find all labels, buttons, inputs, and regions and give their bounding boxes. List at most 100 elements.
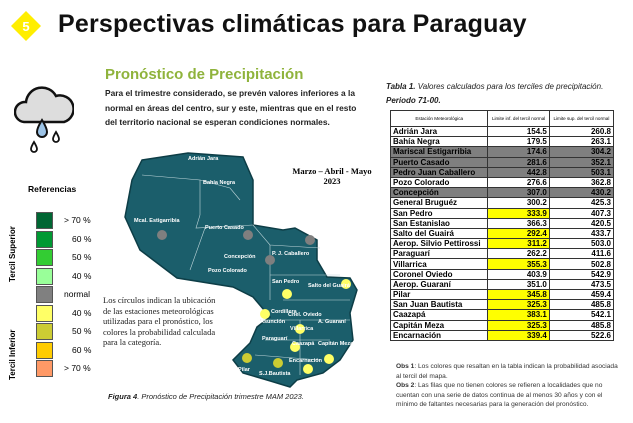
table-row: Concepción 307.0 430.2 bbox=[389, 187, 615, 199]
station-name: San Estanislao bbox=[389, 217, 489, 229]
station-name: Salto del Guairá bbox=[389, 227, 489, 240]
station-dot bbox=[324, 354, 334, 364]
lower-limit: 307.0 bbox=[487, 187, 550, 199]
observations: Obs 1: Los colores que resaltan en la ta… bbox=[396, 363, 618, 408]
map-label: Puerto Casado bbox=[205, 225, 244, 231]
map-label: Pozo Colorado bbox=[208, 268, 247, 274]
map-label: Paraguarí bbox=[262, 336, 288, 342]
station-name: Pozo Colorado bbox=[389, 176, 489, 189]
legend-swatch bbox=[36, 341, 53, 359]
map-label: S.J.Bautista bbox=[259, 371, 291, 377]
map-label: Concepción bbox=[224, 254, 256, 260]
map-label: Encarnación bbox=[289, 358, 323, 364]
upper-limit: 473.5 bbox=[548, 278, 615, 291]
station-name: San Juan Bautista bbox=[389, 299, 489, 311]
legend-label: 50 % bbox=[72, 326, 92, 336]
upper-limit: 420.5 bbox=[548, 217, 615, 229]
lower-limit: 292.4 bbox=[487, 227, 550, 240]
station-name: Puerto Casado bbox=[389, 156, 489, 168]
table-row: Adrián Jara 154.5 260.8 bbox=[389, 125, 615, 138]
legend-label: > 70 % bbox=[64, 215, 91, 225]
lower-limit: 311.2 bbox=[487, 238, 550, 250]
station-dot bbox=[290, 342, 300, 352]
tercile-table: Estación Meteorológica Limite inf. del te… bbox=[389, 110, 615, 341]
upper-limit: 425.3 bbox=[548, 197, 615, 209]
upper-limit: 542.1 bbox=[548, 309, 615, 321]
station-name: Aerop. Silvio Pettirossi bbox=[389, 238, 489, 250]
station-dot bbox=[341, 279, 351, 289]
lower-limit: 442.8 bbox=[487, 166, 550, 178]
map-note: Los círculos indican la ubicación de las… bbox=[103, 295, 216, 347]
table-row: General Bruguéz 300.2 425.3 bbox=[389, 197, 615, 209]
map-label: Capitán Meza bbox=[318, 341, 354, 347]
station-name: Coronel Oviedo bbox=[389, 268, 489, 280]
legend-swatch bbox=[36, 286, 53, 303]
station-dot bbox=[303, 364, 313, 374]
table-row: Paraguarí 262.2 411.6 bbox=[389, 248, 615, 260]
lower-limit: 262.2 bbox=[487, 248, 550, 260]
table-row: Villarrica 355.3 502.8 bbox=[389, 258, 615, 270]
upper-limit: 459.4 bbox=[548, 288, 615, 301]
lower-limit: 383.1 bbox=[487, 309, 550, 321]
station-dot bbox=[243, 230, 253, 240]
legend-swatch bbox=[36, 230, 53, 248]
legend-label: 60 % bbox=[72, 344, 92, 355]
map-label: Villarrica bbox=[290, 326, 314, 332]
upper-limit: 542.9 bbox=[548, 268, 615, 280]
table-caption: Tabla 1. Valores calculados para los ter… bbox=[386, 82, 604, 105]
section-number-badge-icon: 5 bbox=[11, 11, 41, 41]
station-name: Capitán Meza bbox=[389, 319, 489, 331]
station-name: Paraguarí bbox=[389, 248, 489, 260]
map-label: Mcal. Estigarribia bbox=[134, 218, 180, 224]
upper-limit: 407.3 bbox=[548, 207, 615, 219]
station-name: Caazapá bbox=[389, 309, 489, 321]
legend-swatch bbox=[36, 304, 53, 322]
forecast-period: Marzo – Abril - Mayo 2023 bbox=[292, 166, 372, 186]
upper-limit: 502.8 bbox=[548, 258, 615, 270]
upper-limit: 362.8 bbox=[548, 176, 615, 189]
legend-label: 50 % bbox=[72, 252, 92, 262]
lower-limit: 355.3 bbox=[487, 258, 550, 270]
station-dot bbox=[242, 353, 252, 363]
svg-text:5: 5 bbox=[22, 19, 29, 34]
upper-limit: 304.2 bbox=[548, 146, 615, 158]
upper-limit: 352.1 bbox=[548, 156, 615, 168]
page-title: Perspectivas climáticas para Paraguay bbox=[58, 10, 527, 38]
table-row: Pozo Colorado 276.6 362.8 bbox=[389, 176, 615, 189]
lower-limit: 281.6 bbox=[487, 156, 550, 168]
legend-swatch bbox=[36, 323, 53, 340]
legend-lower-label: Tercil Inferior bbox=[8, 329, 17, 380]
table-row: Pedro Juan Caballero 442.8 503.1 bbox=[389, 166, 615, 178]
table-row: Encarnación 339.4 522.6 bbox=[389, 329, 615, 341]
intro-text: Para el trimestre considerado, se prevén… bbox=[105, 88, 357, 127]
legend-swatch bbox=[36, 212, 53, 229]
upper-limit: 503.1 bbox=[548, 166, 615, 178]
upper-limit: 485.8 bbox=[548, 299, 615, 311]
map-label: A. Guaraní bbox=[318, 319, 346, 325]
legend-swatch bbox=[36, 267, 53, 285]
station-name: Mariscal Estigarribia bbox=[389, 146, 489, 158]
lower-limit: 325.3 bbox=[487, 299, 550, 311]
col-header: Limite inf. del tercil normal bbox=[487, 110, 550, 127]
station-name: Pedro Juan Caballero bbox=[389, 166, 489, 178]
map-label: P. J. Caballero bbox=[272, 251, 310, 257]
upper-limit: 503.0 bbox=[548, 238, 615, 250]
map-label: San Pedro bbox=[272, 279, 300, 285]
legend-label: 40 % bbox=[72, 270, 92, 281]
map-label: Cordillera bbox=[271, 309, 298, 315]
upper-limit: 430.2 bbox=[548, 187, 615, 199]
table-row: Mariscal Estigarribia 174.6 304.2 bbox=[389, 146, 615, 158]
station-name: Aerop. Guaraní bbox=[389, 278, 489, 291]
legend-label: 40 % bbox=[72, 307, 92, 318]
table-row: Bahía Negra 179.5 263.1 bbox=[389, 136, 615, 148]
station-dot bbox=[295, 324, 305, 334]
lower-limit: 403.9 bbox=[487, 268, 550, 280]
station-name: Encarnación bbox=[389, 329, 489, 341]
table-row: San Estanislao 366.3 420.5 bbox=[389, 217, 615, 229]
table-row: Caazapá 383.1 542.1 bbox=[389, 309, 615, 321]
station-name: Concepción bbox=[389, 187, 489, 199]
table-row: Coronel Oviedo 403.9 542.9 bbox=[389, 268, 615, 280]
lower-limit: 333.9 bbox=[487, 207, 550, 219]
lower-limit: 339.4 bbox=[487, 329, 550, 341]
rain-cloud-icon bbox=[14, 86, 74, 153]
